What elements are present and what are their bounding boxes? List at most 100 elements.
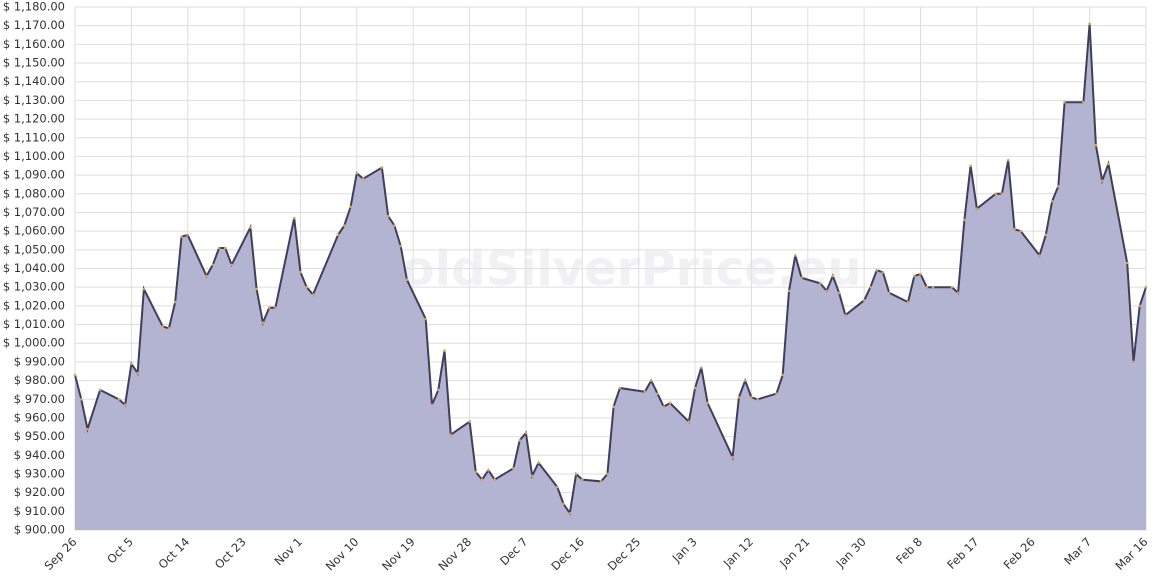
x-tick-label: Jan 3 bbox=[669, 535, 700, 566]
point bbox=[606, 472, 609, 476]
y-tick-label: $ 980.00 bbox=[14, 373, 65, 387]
area bbox=[75, 23, 1146, 531]
point bbox=[73, 373, 77, 377]
y-tick-label: $ 1,140.00 bbox=[3, 74, 65, 88]
point bbox=[211, 263, 215, 267]
point bbox=[224, 246, 227, 250]
point bbox=[599, 480, 603, 483]
point bbox=[568, 511, 572, 515]
point bbox=[380, 166, 384, 169]
point bbox=[1019, 229, 1023, 233]
point bbox=[662, 405, 666, 409]
point bbox=[1006, 158, 1010, 162]
x-tick-label: Sep 26 bbox=[41, 535, 79, 573]
y-tick-label: $ 1,090.00 bbox=[3, 168, 65, 182]
point bbox=[98, 388, 102, 392]
y-tick-label: $ 1,070.00 bbox=[3, 205, 65, 219]
point bbox=[267, 306, 271, 310]
point bbox=[969, 164, 972, 168]
point bbox=[261, 321, 265, 324]
point bbox=[336, 233, 340, 237]
point bbox=[361, 177, 365, 181]
point bbox=[537, 461, 540, 465]
x-tick-label: Feb 26 bbox=[1001, 535, 1038, 572]
point bbox=[693, 386, 697, 390]
point bbox=[142, 287, 146, 291]
point bbox=[687, 420, 691, 423]
point bbox=[781, 373, 785, 377]
y-tick-label: $ 1,180.00 bbox=[3, 0, 65, 14]
point bbox=[906, 300, 910, 304]
point bbox=[443, 349, 446, 352]
point bbox=[299, 270, 302, 274]
x-tick-label: Mar 7 bbox=[1061, 535, 1094, 568]
point bbox=[512, 467, 515, 470]
point bbox=[186, 233, 190, 237]
point bbox=[668, 401, 672, 405]
y-tick-label: $ 1,050.00 bbox=[3, 242, 65, 256]
point bbox=[79, 397, 83, 401]
x-tick-label: Feb 17 bbox=[944, 535, 981, 572]
point bbox=[1094, 143, 1098, 147]
y-tick-label: $ 900.00 bbox=[14, 523, 65, 537]
y-tick-label: $ 1,100.00 bbox=[3, 149, 65, 163]
point bbox=[474, 470, 478, 474]
point bbox=[386, 214, 390, 218]
point bbox=[912, 274, 916, 278]
point bbox=[975, 207, 979, 211]
point bbox=[731, 455, 734, 459]
point bbox=[555, 485, 559, 489]
watermark: GoldSilverPrice.eu bbox=[362, 241, 861, 297]
point bbox=[643, 390, 647, 394]
point bbox=[656, 392, 659, 395]
point bbox=[217, 246, 221, 250]
x-tick-label: Nov 19 bbox=[379, 535, 418, 574]
point bbox=[493, 478, 496, 481]
y-tick-label: $ 1,110.00 bbox=[3, 130, 65, 144]
y-tick-label: $ 970.00 bbox=[14, 392, 65, 406]
point bbox=[430, 403, 434, 407]
point bbox=[349, 205, 352, 209]
y-tick-label: $ 1,130.00 bbox=[3, 93, 65, 107]
x-tick-label: Dec 7 bbox=[497, 535, 530, 568]
point bbox=[612, 405, 615, 409]
point bbox=[173, 300, 177, 304]
x-tick-label: Jan 21 bbox=[776, 535, 812, 571]
x-tick-label: Mar 16 bbox=[1112, 535, 1150, 573]
y-tick-label: $ 1,150.00 bbox=[3, 56, 65, 70]
y-tick-label: $ 1,160.00 bbox=[3, 37, 65, 51]
point bbox=[167, 326, 171, 330]
y-tick-label: $ 1,040.00 bbox=[3, 261, 65, 275]
point bbox=[205, 274, 208, 278]
point bbox=[756, 397, 759, 401]
point bbox=[305, 285, 309, 289]
point bbox=[130, 362, 133, 366]
point bbox=[800, 276, 803, 280]
point bbox=[956, 291, 960, 295]
y-tick-label: $ 920.00 bbox=[14, 485, 65, 499]
point bbox=[787, 289, 791, 293]
point bbox=[700, 366, 703, 369]
point bbox=[399, 244, 402, 248]
x-tick-label: Dec 25 bbox=[605, 535, 644, 574]
x-tick-label: Oct 14 bbox=[155, 535, 192, 572]
point bbox=[230, 263, 233, 267]
x-tick-label: Jan 30 bbox=[833, 535, 869, 571]
y-tick-label: $ 1,010.00 bbox=[3, 317, 65, 331]
point bbox=[743, 379, 747, 382]
point bbox=[249, 226, 252, 229]
y-tick-label: $ 940.00 bbox=[14, 448, 65, 462]
point bbox=[424, 317, 428, 321]
point bbox=[581, 478, 584, 481]
y-tick-label: $ 950.00 bbox=[14, 429, 65, 443]
point bbox=[994, 192, 997, 196]
y-tick-label: $ 1,060.00 bbox=[3, 224, 65, 238]
point bbox=[1144, 285, 1148, 289]
point bbox=[1100, 179, 1104, 183]
y-tick-label: $ 1,080.00 bbox=[3, 186, 65, 200]
y-tick-label: $ 960.00 bbox=[14, 410, 65, 424]
y-tick-label: $ 990.00 bbox=[14, 354, 65, 368]
point bbox=[1013, 227, 1016, 231]
point bbox=[887, 291, 891, 295]
